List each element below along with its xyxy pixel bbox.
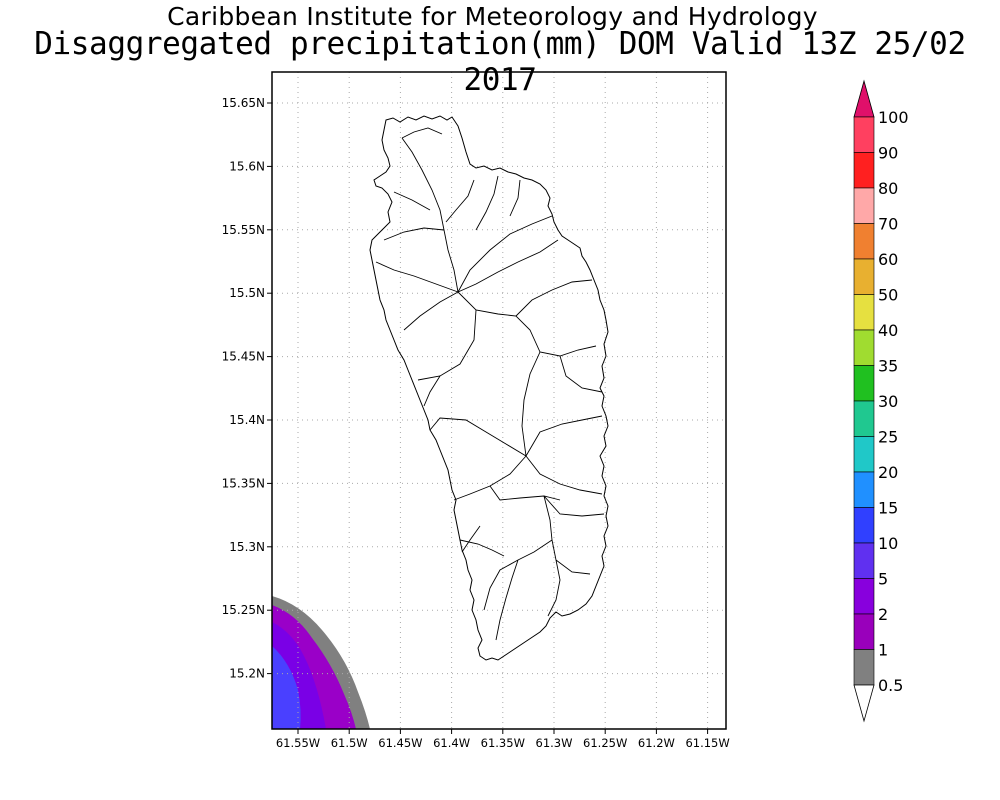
lat-label: 15.65N (222, 96, 265, 110)
colorbar-top-arrow (853, 79, 875, 118)
lon-label: 61.35W (481, 736, 525, 750)
lat-label: 15.45N (222, 350, 265, 364)
colorbar-label: 100 (878, 108, 909, 127)
lat-label: 15.4N (229, 413, 265, 427)
colorbar-label: 0.5 (878, 676, 903, 695)
lat-label: 15.5N (229, 286, 265, 300)
colorbar-label: 60 (878, 250, 898, 269)
colorbar-label: 80 (878, 179, 898, 198)
lat-label: 15.3N (229, 540, 265, 554)
colorbar-label: 15 (878, 499, 898, 518)
colorbar-label: 10 (878, 534, 898, 553)
colorbar-segment (853, 471, 875, 508)
lat-label: 15.2N (229, 667, 265, 681)
lat-label: 15.35N (222, 476, 265, 490)
colorbar-segment (853, 649, 875, 686)
colorbar-segment (853, 116, 875, 153)
title-line1: Caribbean Institute for Meteorology and … (167, 2, 818, 31)
lon-label: 61.4W (433, 736, 470, 750)
title-line2: Disaggregated precipitation(mm) DOM Vali… (34, 26, 966, 98)
map-frame (271, 71, 727, 730)
lon-label: 61.45W (378, 736, 422, 750)
lon-label: 61.5W (331, 736, 368, 750)
colorbar-segment (853, 258, 875, 295)
colorbar-bottom-arrow (853, 684, 875, 723)
colorbar-segment (853, 613, 875, 650)
lon-label: 61.2W (638, 736, 675, 750)
colorbar-segment (853, 152, 875, 189)
colorbar-segment (853, 436, 875, 473)
colorbar-segment (853, 329, 875, 366)
lon-label: 61.15W (685, 736, 729, 750)
colorbar-segment (853, 400, 875, 437)
precip-band-5-10 (272, 646, 301, 729)
colorbar-label: 2 (878, 605, 888, 624)
colorbar-label: 20 (878, 463, 898, 482)
colorbar-segment (853, 578, 875, 615)
colorbar-segment (853, 223, 875, 260)
colorbar-label: 70 (878, 215, 898, 234)
lat-label: 15.6N (229, 159, 265, 173)
colorbar-label: 1 (878, 641, 888, 660)
colorbar-label: 5 (878, 570, 888, 589)
lat-label: 15.25N (222, 603, 265, 617)
lat-label: 15.55N (222, 223, 265, 237)
map-grid (272, 72, 726, 729)
lon-label: 61.25W (583, 736, 627, 750)
precipitation-shading (272, 596, 370, 729)
colorbar-label: 50 (878, 286, 898, 305)
colorbar-label: 25 (878, 428, 898, 447)
colorbar-label: 30 (878, 392, 898, 411)
colorbar-segment (853, 187, 875, 224)
colorbar-segment (853, 507, 875, 544)
dominica-island (369, 115, 609, 661)
colorbar: 100 90 80 70 60 50 40 35 30 25 20 15 10 5 2 1 0.5 (853, 79, 909, 723)
colorbar-segment (853, 365, 875, 402)
colorbar-segment (853, 294, 875, 331)
colorbar-label: 40 (878, 321, 898, 340)
lon-label: 61.55W (276, 736, 320, 750)
lon-label: 61.3W (536, 736, 573, 750)
longitude-labels: 61.55W 61.5W 61.45W 61.4W 61.35W 61.3W 61.25W 6… (276, 729, 730, 750)
colorbar-label: 35 (878, 357, 898, 376)
island-coastline (369, 115, 609, 661)
latitude-labels: 15.65N 15.6N 15.55N 15.5N 15.45N 15.4N 15.35N 1… (222, 96, 272, 681)
watershed-boundaries (375, 127, 605, 641)
colorbar-label: 90 (878, 144, 898, 163)
colorbar-segment (853, 542, 875, 579)
